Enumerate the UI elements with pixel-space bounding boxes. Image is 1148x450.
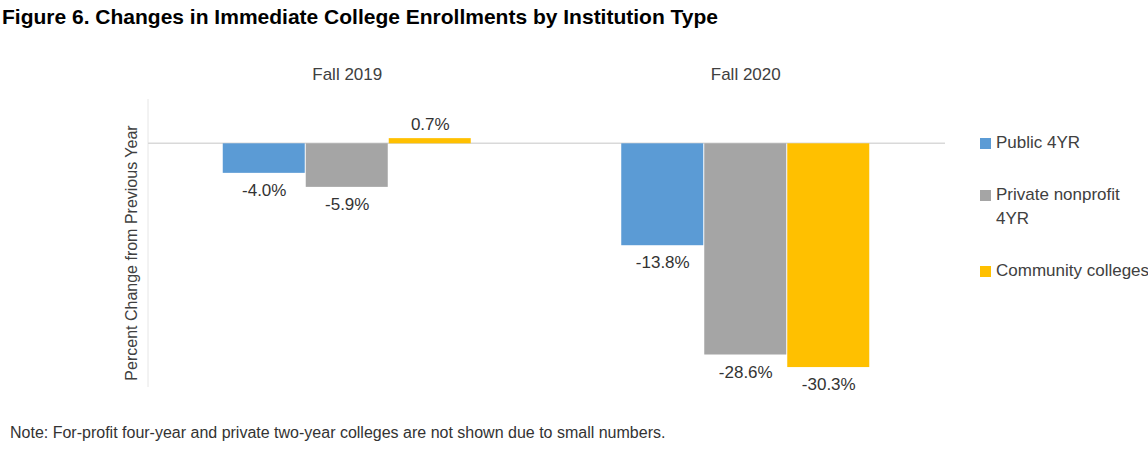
data-labels: -4.0% -5.9% 0.7% -13.8% -28.6% -30.3% <box>242 115 856 394</box>
bars <box>223 138 870 367</box>
y-axis-line <box>148 99 149 387</box>
data-label: -28.6% <box>719 363 773 382</box>
category-label: Fall 2020 <box>711 65 781 84</box>
legend-item: Private nonprofit4YR <box>980 185 1120 228</box>
legend-swatch <box>980 266 991 277</box>
data-label: -13.8% <box>636 253 690 272</box>
note: Note: For-profit four-year and private t… <box>10 424 665 441</box>
data-label: -5.9% <box>325 195 369 214</box>
data-label: -4.0% <box>242 181 286 200</box>
legend-label: Private nonprofit4YR <box>996 185 1120 228</box>
legend-label: Public 4YR <box>996 133 1080 152</box>
title: Figure 6. Changes in Immediate College E… <box>2 5 718 28</box>
legend-label: Community colleges <box>996 261 1148 280</box>
bar <box>389 138 471 143</box>
bar <box>223 143 305 173</box>
legend-item: Community colleges <box>980 261 1148 280</box>
y-axis-label: Percent Change from Previous Year <box>123 125 140 381</box>
legend-swatch <box>980 190 991 201</box>
data-label: 0.7% <box>411 115 450 134</box>
legend-item: Public 4YR <box>980 133 1080 152</box>
legend: Public 4YR Private nonprofit4YR Community … <box>980 133 1148 280</box>
bar <box>704 143 786 354</box>
bar <box>787 143 869 367</box>
category-label: Fall 2019 <box>312 65 382 84</box>
data-label: -30.3% <box>802 375 856 394</box>
legend-swatch <box>980 138 991 149</box>
bar <box>621 143 703 245</box>
bar <box>306 143 388 187</box>
chart: Figure 6. Changes in Immediate College E… <box>0 0 1148 450</box>
